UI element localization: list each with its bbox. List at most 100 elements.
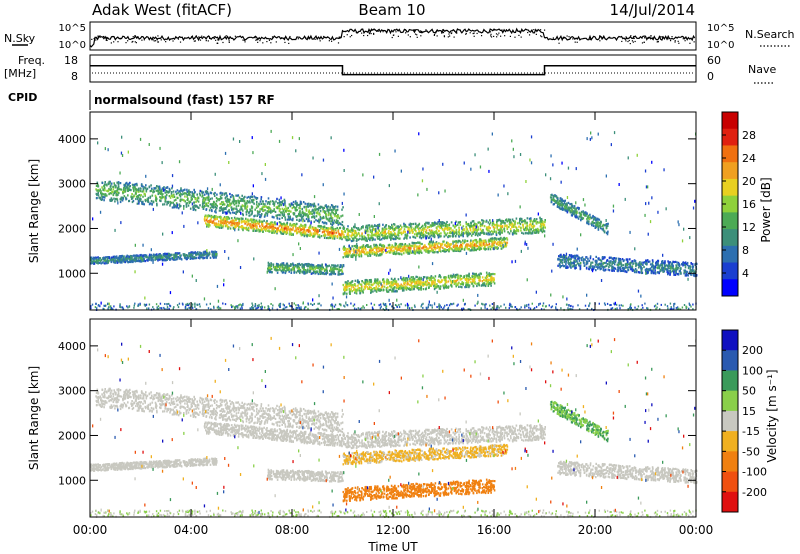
power-cell [369, 254, 372, 257]
power-cell [97, 183, 99, 186]
power-cell [257, 228, 260, 231]
power-cell [356, 251, 358, 254]
power-cell [147, 259, 149, 262]
power-cell [258, 219, 261, 222]
power-cell [479, 223, 482, 226]
power-cell [328, 264, 331, 267]
power-cell [224, 211, 226, 214]
power-cell [434, 251, 436, 254]
power-cell [446, 232, 449, 235]
power-cell [339, 235, 341, 238]
power-cell [362, 246, 364, 249]
power-cell [97, 262, 99, 265]
power-cell [459, 221, 461, 224]
power-cell [177, 207, 180, 210]
noise-search-dot [338, 36, 340, 38]
power-cell [468, 232, 470, 235]
power-cell [422, 246, 425, 249]
noise-search-dot [369, 32, 371, 34]
nave-label: Nave [748, 63, 776, 76]
power-cell [306, 263, 308, 266]
power-cell [324, 204, 327, 207]
power-cell [337, 213, 339, 217]
power-cell [304, 263, 307, 266]
power-cell [369, 230, 372, 233]
power-cell [490, 230, 493, 233]
power-cell [430, 234, 433, 237]
power-cell [422, 228, 425, 231]
power-cell [310, 211, 312, 214]
power-cell [197, 197, 200, 200]
power-cell [368, 252, 371, 256]
power-cell [274, 223, 277, 226]
power-cell [425, 221, 427, 224]
power-cell [440, 235, 442, 238]
power-cell [346, 251, 348, 254]
power-cell [438, 234, 440, 237]
power-cell [400, 253, 403, 256]
power-cell [120, 197, 123, 200]
power-cell [372, 234, 374, 237]
power-cell [264, 225, 266, 228]
power-cell [508, 232, 511, 235]
power-cell [214, 205, 216, 209]
noise-search-dot [574, 41, 576, 43]
power-cell [97, 185, 99, 188]
power-cell [450, 243, 452, 246]
power-cell [374, 233, 376, 236]
power-cell [159, 197, 162, 200]
power-cell [206, 256, 209, 259]
power-cell [282, 262, 285, 265]
power-cell [333, 219, 336, 222]
power-cell [171, 191, 173, 194]
power-cell [536, 227, 539, 230]
power-cell [438, 249, 441, 252]
power-cell [335, 219, 338, 222]
power-cell [361, 234, 363, 237]
power-cell [322, 210, 325, 213]
power-cell [367, 236, 370, 239]
power-cell [195, 200, 197, 203]
noise-search-dot [157, 35, 159, 37]
power-cell [435, 232, 437, 235]
power-cell [457, 221, 460, 224]
power-cell [92, 256, 95, 259]
power-cell [229, 212, 232, 215]
power-cell [405, 251, 408, 254]
power-cell [532, 220, 534, 223]
power-cell [374, 238, 376, 241]
power-cell [226, 198, 229, 201]
power-cell [458, 250, 461, 253]
power-cell [540, 228, 542, 231]
power-cell [264, 205, 266, 208]
power-cell [432, 240, 434, 243]
power-cell [434, 244, 436, 247]
power-cell [150, 259, 153, 262]
power-cell [483, 225, 486, 228]
power-cell [299, 204, 301, 208]
power-cell [540, 223, 543, 226]
power-cell [262, 230, 264, 233]
power-cell [437, 221, 439, 224]
power-cell [215, 225, 217, 228]
power-cell [307, 202, 310, 205]
power-cell [432, 249, 434, 253]
power-cell [193, 204, 195, 207]
noise-search-dot [377, 30, 379, 32]
power-cell [188, 201, 191, 205]
power-cell [327, 232, 329, 235]
power-cell [221, 201, 223, 204]
power-cell [364, 245, 367, 249]
power-cell [284, 225, 287, 228]
power-cell [112, 185, 114, 188]
power-cell [251, 224, 254, 227]
power-cell [281, 200, 284, 203]
power-cell [474, 227, 477, 230]
power-cell [530, 228, 532, 231]
power-cell [184, 192, 186, 195]
power-cell [509, 222, 512, 225]
power-cell [448, 235, 450, 238]
power-cell [116, 181, 118, 184]
power-cell [150, 199, 153, 203]
power-cell [127, 187, 130, 190]
